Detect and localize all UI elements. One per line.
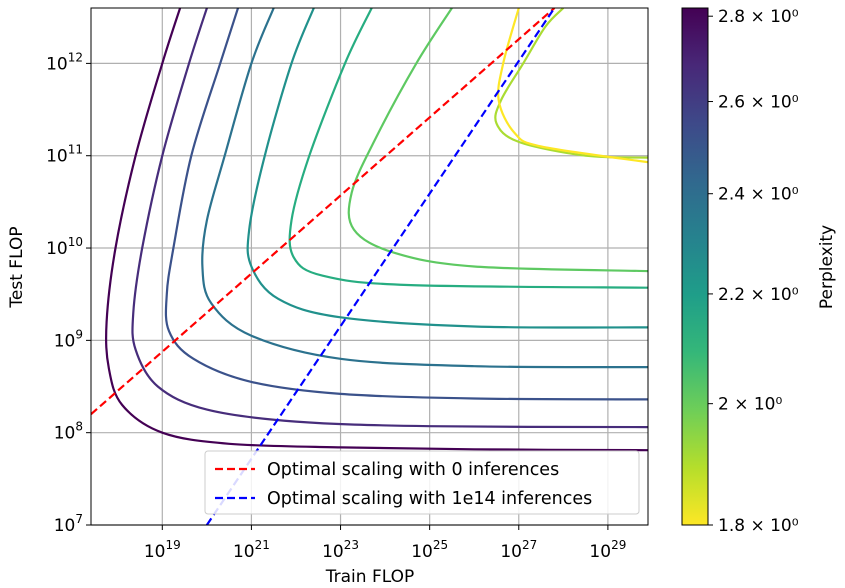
- x-axis-label: Train FLOP: [325, 567, 414, 587]
- contour-line: [164, 8, 648, 401]
- contour-line: [347, 8, 648, 273]
- colorbar-label: Perplexity: [817, 225, 837, 309]
- y-tick-label: 108: [54, 420, 83, 444]
- legend-label: Optimal scaling with 1e14 inferences: [267, 489, 592, 509]
- x-tick-label: 1025: [411, 538, 448, 562]
- contour-line: [131, 8, 648, 429]
- x-tick-label: 1019: [144, 538, 181, 562]
- colorbar-tick-label: 1.8 × 10⁰: [718, 516, 799, 536]
- contour-line: [288, 8, 648, 289]
- colorbar-gradient: [681, 7, 709, 526]
- contour-line: [246, 8, 648, 329]
- colorbar-tick-label: 2.8 × 10⁰: [718, 7, 799, 27]
- series-group: [91, 8, 648, 525]
- y-tick-label: 1012: [46, 50, 83, 74]
- colorbar-tick-label: 2.2 × 10⁰: [718, 285, 799, 305]
- x-tick-label: 1027: [500, 538, 537, 562]
- x-ticks: 1019 1021 1023 1025 1027 1029: [144, 525, 626, 562]
- contour-line: [105, 8, 648, 452]
- colorbar-tick-label: 2.6 × 10⁰: [718, 93, 799, 113]
- legend-box: [204, 450, 640, 515]
- legend-label: Optimal scaling with 0 inferences: [267, 460, 559, 480]
- y-tick-label: 109: [54, 327, 83, 351]
- contour-line: [201, 8, 648, 369]
- legend: Optimal scaling with 0 inferences Optimal…: [204, 450, 640, 515]
- x-tick-label: 1023: [322, 538, 359, 562]
- y-tick-label: 1010: [46, 235, 83, 259]
- y-tick-label: 1011: [46, 143, 83, 167]
- x-tick-label: 1021: [233, 538, 270, 562]
- trend-line: [91, 8, 556, 416]
- trend-line: [205, 8, 556, 525]
- colorbar: 2.8 × 10⁰ 2.6 × 10⁰ 2.4 × 10⁰ 2.2 × 10⁰ 2 × …: [681, 7, 837, 536]
- contour-line: [497, 8, 648, 164]
- y-ticks: 107 108 109 1010 1011 1012: [46, 50, 91, 536]
- plot-frame: [90, 7, 649, 526]
- colorbar-tick-label: 2.4 × 10⁰: [718, 185, 799, 205]
- y-tick-label: 107: [54, 512, 83, 536]
- colorbar-tick-label: 2 × 10⁰: [718, 395, 782, 415]
- x-tick-label: 1029: [589, 538, 626, 562]
- contour-line: [494, 8, 648, 159]
- y-axis-label: Test FLOP: [7, 226, 27, 308]
